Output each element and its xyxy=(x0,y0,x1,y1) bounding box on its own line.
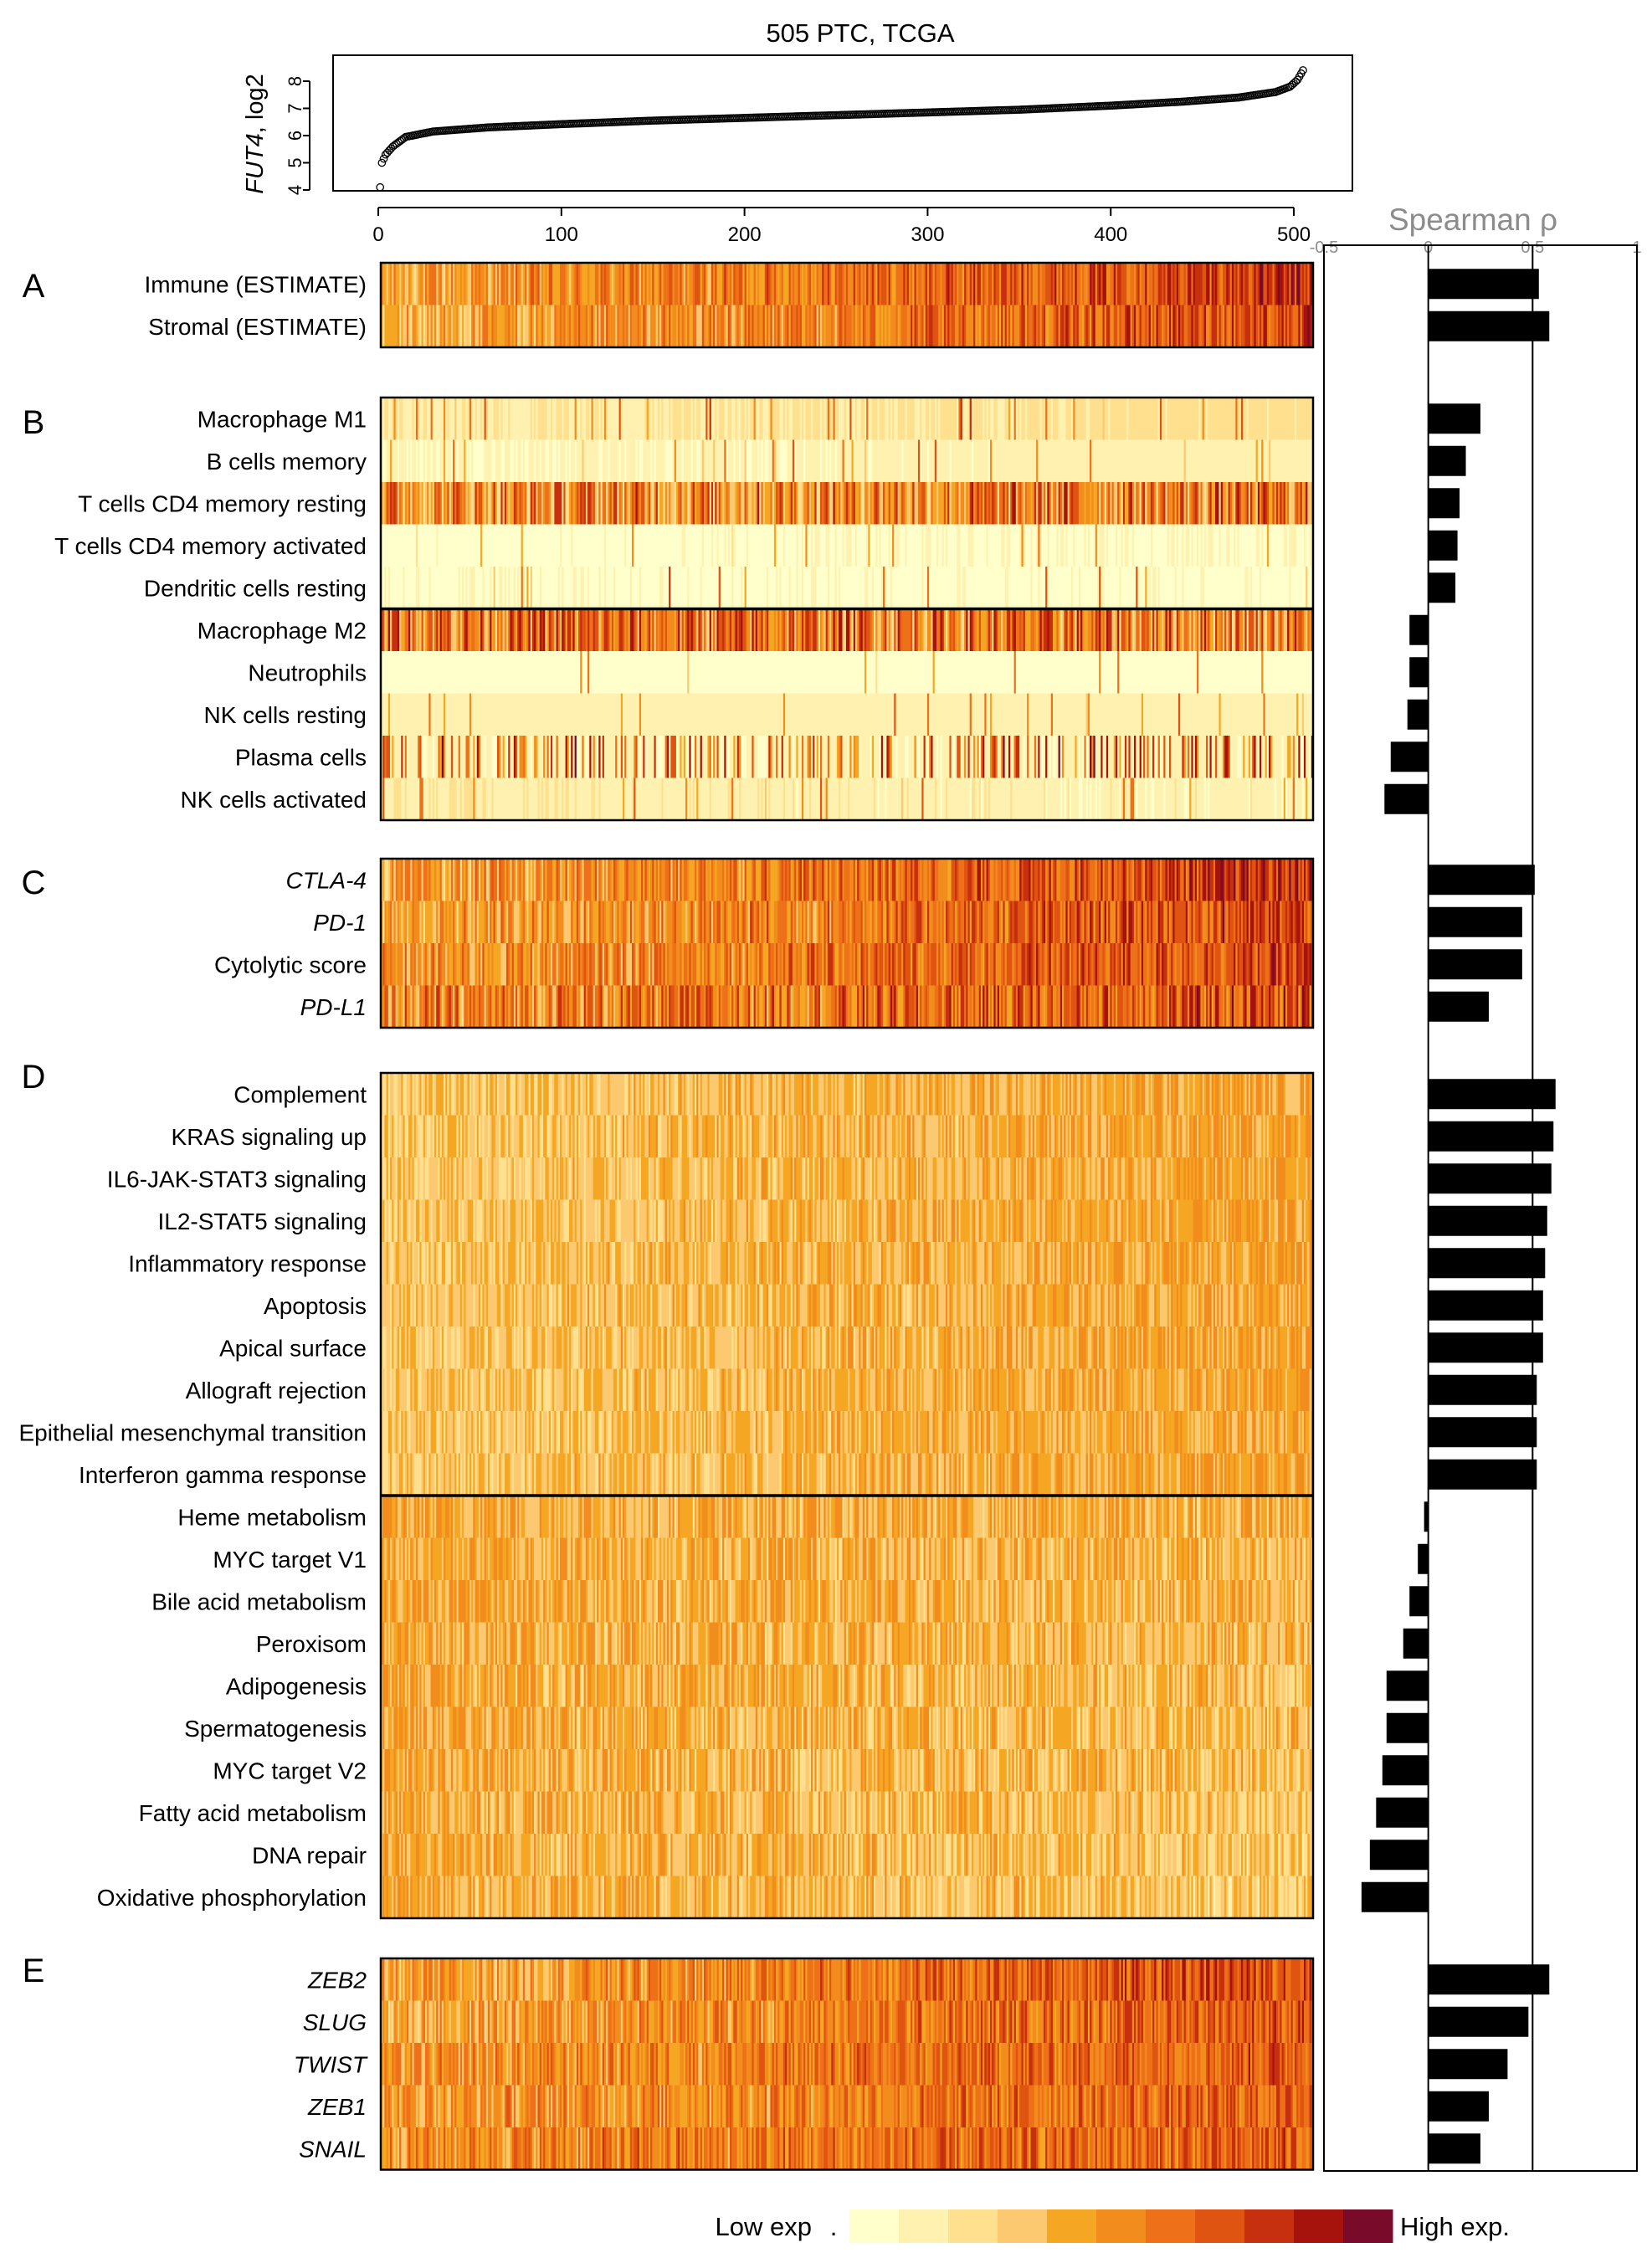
spearman-bar xyxy=(1409,657,1429,688)
heatmap-row xyxy=(381,651,1314,694)
spearman-bar xyxy=(1428,1121,1554,1152)
spearman-bar xyxy=(1428,572,1456,603)
scatter-point xyxy=(399,134,408,143)
spearman-bar xyxy=(1361,1881,1429,1912)
scatter-point xyxy=(379,154,388,163)
spearman-bar xyxy=(1386,1712,1429,1743)
x-tick-label: 0 xyxy=(372,223,383,246)
heatmap-row xyxy=(381,439,1314,483)
spearman-bar xyxy=(1428,1964,1550,1995)
spearman-bar xyxy=(1428,2091,1489,2122)
spearman-title: Spearman ρ xyxy=(1388,203,1557,237)
spearman-bar xyxy=(1428,991,1489,1022)
spearman-bar xyxy=(1407,699,1429,730)
spearman-bar xyxy=(1428,906,1522,937)
spearman-bar xyxy=(1428,530,1458,561)
spearman-bar xyxy=(1428,2049,1508,2080)
scatter-points xyxy=(376,66,1307,192)
spearman-bar xyxy=(1386,1670,1429,1701)
spearman-bar xyxy=(1428,2133,1480,2164)
spearman-bar xyxy=(1369,1840,1429,1871)
heatmap-row xyxy=(381,524,1314,567)
spearman-bar xyxy=(1376,1797,1429,1828)
row-label: Macrophage M1 xyxy=(198,406,367,432)
row-label: Macrophage M2 xyxy=(198,618,367,644)
spearman-bars xyxy=(1361,269,1556,2164)
heatmap-row xyxy=(381,263,1314,305)
spearman-bar xyxy=(1409,614,1429,645)
row-label: Immune (ESTIMATE) xyxy=(144,271,367,297)
heatmap-row xyxy=(381,567,1314,609)
spearman-bar xyxy=(1428,1290,1543,1321)
spearman-bar xyxy=(1428,1163,1552,1194)
fut4-scatter-plot: 505 PTC, TCGA 4 5 6 7 8 0 100 200 300 400 500 FUT… xyxy=(242,18,1353,246)
spearman-bar xyxy=(1428,403,1480,434)
panel-letter: A xyxy=(23,268,45,305)
x-tick-label: 400 xyxy=(1094,223,1127,246)
spearman-bar xyxy=(1409,1586,1429,1617)
spearman-bar xyxy=(1428,1079,1556,1110)
heatmap-row xyxy=(381,305,1314,348)
spearman-bar xyxy=(1428,488,1460,519)
spearman-bar xyxy=(1428,1248,1546,1279)
x-tick-label: 100 xyxy=(545,223,578,246)
heatmap-row xyxy=(381,482,1314,525)
heatmap-row xyxy=(381,608,1314,652)
spearman-bar-panel: Spearman ρ -0.500.51 xyxy=(1310,203,1642,2172)
x-tick-label: 200 xyxy=(728,223,762,246)
y-tick-label: 7 xyxy=(285,103,305,113)
spearman-bar xyxy=(1428,1374,1537,1405)
spearman-bar xyxy=(1428,1417,1537,1448)
scatter-point xyxy=(376,182,385,192)
spearman-bar xyxy=(1382,1755,1429,1786)
spearman-bar xyxy=(1384,783,1429,814)
row-label: T cells CD4 memory resting xyxy=(78,490,367,516)
spearman-bar xyxy=(1428,2006,1529,2037)
spearman-bar xyxy=(1428,865,1535,896)
spearman-bar xyxy=(1403,1628,1429,1659)
panel-letter: B xyxy=(23,404,45,441)
y-tick-label: 6 xyxy=(285,131,305,141)
y-tick-label: 8 xyxy=(285,76,305,86)
row-label: T cells CD4 memory activated xyxy=(54,533,367,559)
heatmap-row xyxy=(381,398,1314,440)
row-label: B cells memory xyxy=(207,449,367,475)
scatter-plot-frame xyxy=(332,54,1353,192)
y-label-gene: FUT4 xyxy=(242,133,269,194)
y-tick-label: 4 xyxy=(285,185,305,195)
scatter-title: 505 PTC, TCGA xyxy=(766,18,954,48)
spearman-bar xyxy=(1428,949,1522,980)
spearman-bar xyxy=(1428,445,1466,476)
row-label: Dendritic cells resting xyxy=(144,575,367,601)
spearman-bar xyxy=(1428,310,1550,341)
scatter-y-axis: 4 5 6 7 8 xyxy=(285,76,310,195)
x-tick-label: 500 xyxy=(1277,223,1311,246)
spearman-bar xyxy=(1428,1459,1537,1490)
y-label-unit: , log2 xyxy=(242,74,269,133)
spearman-bar xyxy=(1418,1543,1429,1574)
spearman-x-ticks: -0.500.51 xyxy=(1310,239,1642,257)
heatmap-panel-A: A Immune (ESTIMATE) Stromal (ESTIMATE) xyxy=(23,261,1315,349)
spearman-bar xyxy=(1428,269,1539,300)
spearman-bar xyxy=(1390,742,1429,772)
y-tick-label: 5 xyxy=(285,157,305,167)
spearman-bar xyxy=(1428,1205,1547,1236)
x-tick-label: 300 xyxy=(911,223,944,246)
scatter-y-axis-label: FUT4, log2 xyxy=(242,74,269,193)
spearman-bar xyxy=(1424,1501,1429,1532)
spearman-bar xyxy=(1428,1332,1543,1363)
heatmap-panels: A Immune (ESTIMATE) Stromal (ESTIMATE) B Mac… xyxy=(18,261,1315,2171)
scatter-point xyxy=(377,158,387,167)
scatter-x-axis: 0 100 200 300 400 500 xyxy=(372,207,1311,246)
row-label: Stromal (ESTIMATE) xyxy=(148,314,367,340)
heatmap-panel-B: B Macrophage M1 B cells memory T cells CD4 … xyxy=(23,396,1315,822)
